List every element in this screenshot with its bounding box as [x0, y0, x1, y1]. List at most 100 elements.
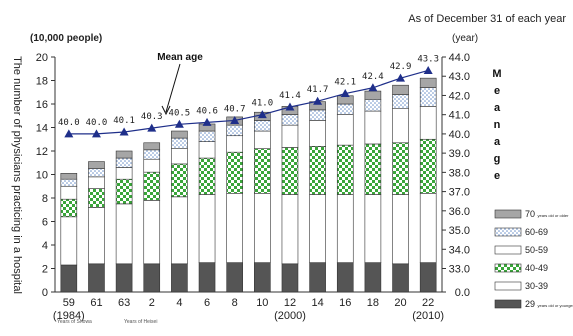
mean-age-value-label: 42.4: [362, 72, 384, 82]
bar-segment: [198, 141, 216, 159]
bar-segment: [309, 194, 326, 263]
mean-age-polyline: [68, 69, 429, 135]
mean-age-marker: [64, 129, 74, 138]
bar-segment: [60, 264, 78, 293]
bar-segment: [115, 203, 133, 265]
y-tick-label: 4: [42, 240, 48, 252]
bar-series: [60, 77, 437, 293]
bar-segment: [143, 142, 161, 151]
legend-swatch: [494, 263, 522, 273]
right-axis-title-letter: e: [494, 85, 500, 97]
x-tick-label: 12: [284, 297, 296, 309]
x-tick-label: 16: [339, 297, 351, 309]
bar-segment: [254, 193, 271, 263]
bar-segment: [254, 148, 271, 194]
legend-swatch: [494, 299, 522, 309]
bar-segment: [226, 124, 243, 137]
x-tick-label: 18: [367, 297, 379, 309]
bar-segment: [143, 171, 161, 201]
bar-segment: [115, 150, 133, 159]
right-axis-title-letter: g: [494, 153, 501, 165]
x-tick-label: 59: [63, 297, 75, 309]
bar-segment: [254, 262, 271, 293]
mean-age-marker: [119, 127, 129, 136]
bar-segment: [171, 263, 188, 293]
bar-segment: [364, 90, 382, 100]
y-tick-label: 14: [36, 123, 48, 135]
mean-age-value-label: 42.9: [390, 62, 412, 72]
bar-segment: [254, 130, 271, 149]
right-y-ticks: 0.0 33.0 34.0 35.0 36.0 37.0 38.0 39.0 40.0 41.0 4…: [442, 52, 470, 299]
bar-segment: [336, 194, 354, 263]
x-tick-label: 14: [311, 297, 323, 309]
bar-segment: [392, 263, 409, 293]
bar-segment: [60, 178, 78, 187]
x-tick-sublabel: (2010): [412, 310, 444, 322]
mean-age-callout-arrow: [165, 63, 181, 113]
y2-tick-label: 33.0: [449, 264, 470, 276]
bar-segment: [88, 263, 105, 293]
bar-segment: [60, 185, 78, 200]
y2-tick-label: 37.0: [449, 187, 470, 199]
note-top-right: As of December 31 of each year: [408, 13, 566, 25]
bar-segment: [419, 106, 437, 140]
y2-tick-label: 40.0: [449, 129, 470, 141]
legend-label: 30-39: [525, 281, 548, 291]
mean-age-value-label: 42.1: [334, 78, 356, 88]
bar-segment: [143, 158, 161, 173]
bar-segment: [226, 151, 243, 194]
mean-age-value-label: 40.1: [113, 116, 135, 126]
y2-tick-label: 34.0: [449, 244, 470, 256]
left-axis-title: The number of physicians practicing in a…: [11, 56, 23, 294]
bar-segment: [88, 188, 105, 208]
bar-segment: [419, 87, 437, 107]
bar-segment: [115, 178, 133, 205]
bar-segment: [226, 262, 243, 293]
bar-segment: [281, 124, 299, 148]
mean-age-marker: [91, 129, 101, 138]
mean-age-value-label: 40.3: [141, 112, 163, 122]
legend: 70 years old or older 60-69 50-59 40-49 30-3…: [494, 209, 573, 309]
right-axis-title-letter: n: [494, 119, 501, 131]
y-tick-label: 20: [36, 52, 48, 64]
bar-segment: [419, 262, 437, 293]
y-tick-label: 18: [36, 76, 48, 88]
x-tick-label: 6: [204, 297, 210, 309]
bar-segment: [309, 109, 326, 121]
mean-age-marker: [230, 115, 240, 124]
y-tick-label: 8: [42, 193, 48, 205]
legend-label: 40-49: [525, 263, 548, 273]
right-axis-title-letter: a: [494, 136, 501, 148]
bar-segment: [226, 135, 243, 153]
mean-age-value-label: 41.7: [307, 85, 329, 95]
era-note-showa: Years of Showa: [57, 319, 92, 325]
y2-tick-label: 44.0: [449, 52, 470, 64]
mean-age-marker: [257, 110, 267, 119]
bar-segment: [254, 120, 271, 132]
bar-segment: [392, 194, 409, 265]
bar-segment: [226, 193, 243, 263]
y-tick-label: 16: [36, 99, 48, 111]
bar-segment: [419, 77, 437, 88]
mean-age-line: 40.0 40.0 40.1 40.3 40.5 40.6 40.7 41.0 41.4 41.7…: [58, 54, 439, 138]
mean-age-marker: [423, 65, 433, 74]
era-note-heisei: Years of Heisei: [124, 319, 157, 325]
bar-segment: [198, 130, 216, 142]
x-tick-sublabel: (1984): [53, 310, 85, 322]
x-tick-label: 61: [90, 297, 102, 309]
bar-segment: [115, 263, 133, 293]
x-tick-label: 2: [149, 297, 155, 309]
bar-segment: [171, 148, 188, 165]
bar-segment: [60, 216, 78, 266]
bar-segment: [171, 137, 188, 149]
y2-tick-label: 42.0: [449, 90, 470, 102]
legend-label: 70 years old or older: [525, 209, 569, 219]
bar-segment: [88, 168, 105, 178]
bar-segment: [309, 120, 326, 147]
y-tick-label: 2: [42, 264, 48, 276]
bar-segment: [281, 194, 299, 265]
mean-age-marker: [368, 83, 378, 92]
bar-segment: [309, 262, 326, 293]
mean-age-marker: [313, 96, 323, 105]
